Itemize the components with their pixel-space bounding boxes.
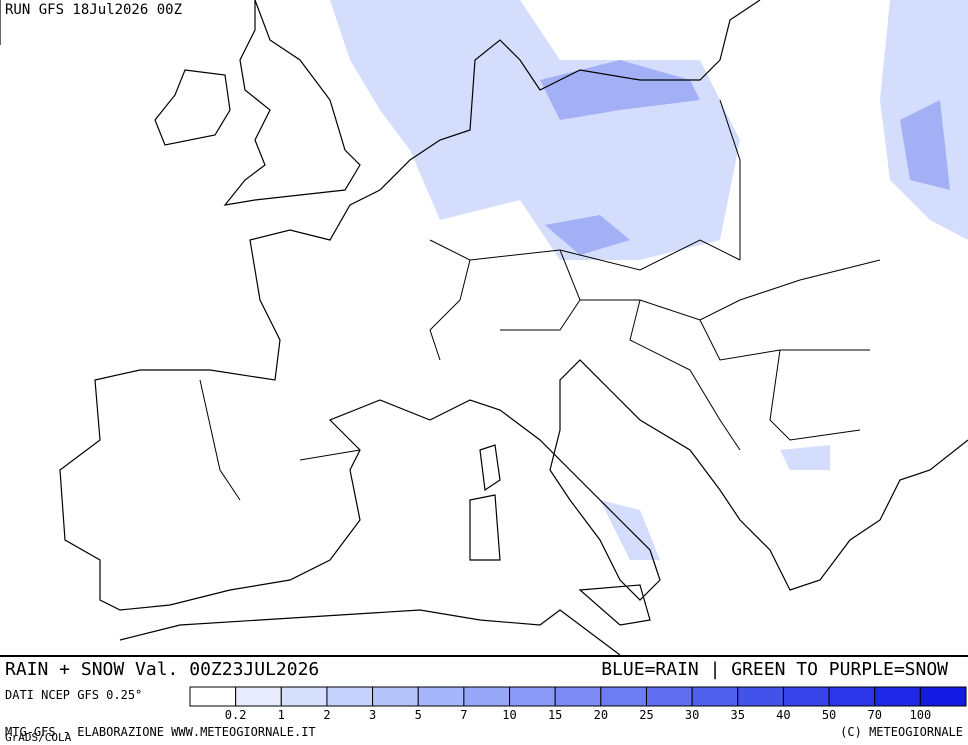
scale-label: 35: [731, 708, 745, 722]
scale-label: 40: [776, 708, 790, 722]
scale-label: 25: [639, 708, 653, 722]
scale-box: [280, 686, 328, 707]
footer-key: BLUE=RAIN | GREEN TO PURPLE=SNOW: [601, 659, 948, 680]
scale-label: 10: [502, 708, 516, 722]
coastline-north-africa: [119, 609, 621, 656]
scale-box: [326, 686, 374, 707]
rain-core: [900, 100, 950, 190]
scale-box: [600, 686, 647, 707]
scale-box: [463, 686, 511, 707]
run-label: RUN GFS 18Jul2026 00Z: [5, 2, 182, 18]
scale-box: [919, 686, 967, 707]
scale-box: [691, 686, 739, 707]
scale-label: 100: [910, 708, 932, 722]
color-scale: 0.2 1 2 3 5 7 10 15 20 25 30 35 40 50 70 100: [189, 686, 967, 722]
scale-label: 5: [415, 708, 422, 722]
scale-box: [782, 686, 830, 707]
scale-label: 2: [323, 708, 330, 722]
scale-box: [554, 686, 602, 707]
grads-label: GrADS/COLA: [5, 731, 72, 744]
copyright-label: (C) METEOGIORNALE: [840, 725, 963, 739]
footer-title: RAIN + SNOW Val. 00Z23JUL2026: [5, 659, 319, 680]
scale-label: 1: [278, 708, 285, 722]
rain-area: [780, 445, 830, 470]
scale-box: [737, 686, 784, 707]
source-label: DATI NCEP GFS 0.25°: [5, 688, 142, 702]
scale-box: [874, 686, 921, 707]
scale-box: [235, 686, 282, 707]
coastline-ireland: [154, 69, 231, 146]
coastline-britain: [223, 0, 361, 206]
credit-label: MTG-GFS - ELABORAZIONE WWW.METEOGIORNALE…: [5, 725, 316, 739]
island-corsica-sardinia: [469, 444, 501, 561]
island-sicily: [578, 584, 651, 626]
rain-core: [545, 215, 630, 255]
coastline-continent: [0, 0, 968, 611]
country-borders: [199, 99, 881, 501]
scale-box: [645, 686, 693, 707]
scale-label: 3: [369, 708, 376, 722]
rain-area: [330, 0, 740, 260]
scale-label: 50: [822, 708, 836, 722]
map: [0, 0, 968, 656]
scale-box: [189, 686, 237, 707]
scale-box: [509, 686, 556, 707]
scale-label: 7: [460, 708, 467, 722]
scale-label: 0.2: [225, 708, 247, 722]
scale-label: 15: [548, 708, 562, 722]
scale-box: [372, 686, 419, 707]
scale-label: 30: [685, 708, 699, 722]
scale-label: 70: [867, 708, 881, 722]
scale-box: [417, 686, 465, 707]
scale-box: [828, 686, 876, 707]
scale-label: 20: [594, 708, 608, 722]
rain-core: [540, 60, 700, 120]
